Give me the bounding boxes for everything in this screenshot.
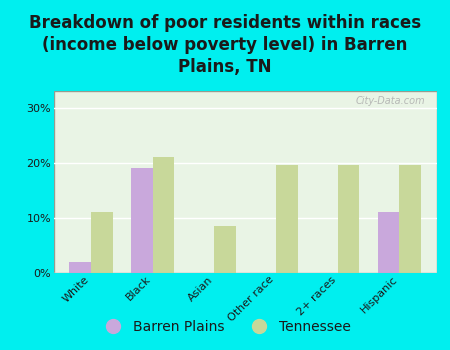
- Text: Breakdown of poor residents within races
(income below poverty level) in Barren
: Breakdown of poor residents within races…: [29, 14, 421, 76]
- Bar: [276, 166, 298, 273]
- Bar: [338, 166, 360, 273]
- Bar: [131, 168, 153, 273]
- Legend: Barren Plains, Tennessee: Barren Plains, Tennessee: [94, 314, 356, 340]
- Bar: [91, 212, 112, 273]
- Bar: [400, 166, 421, 273]
- FancyBboxPatch shape: [54, 91, 436, 273]
- Text: City-Data.com: City-Data.com: [356, 97, 425, 106]
- Bar: [69, 262, 91, 273]
- Bar: [378, 212, 400, 273]
- Bar: [153, 157, 174, 273]
- Bar: [214, 226, 236, 273]
